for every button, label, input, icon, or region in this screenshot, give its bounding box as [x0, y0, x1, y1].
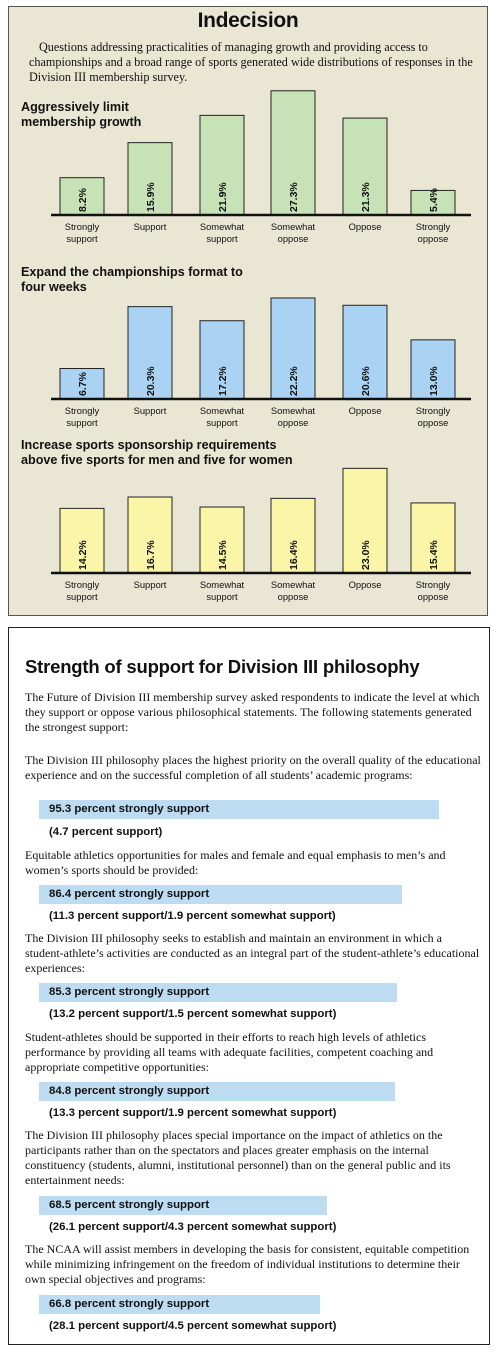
bar [410, 502, 456, 574]
category-label: support [66, 591, 98, 602]
category-label: oppose [418, 233, 449, 244]
bar-value-label: 14.2% [77, 540, 89, 570]
bar-value-label: 14.5% [217, 540, 229, 570]
bar-value-label: 15.9% [145, 182, 157, 212]
category-label: Support [134, 405, 167, 416]
bar-value-label: 17.2% [217, 366, 229, 396]
category-label: support [206, 417, 238, 428]
category-label: oppose [278, 591, 309, 602]
bar [199, 320, 245, 400]
statement-text: The Division III philosophy places speci… [25, 1128, 451, 1187]
panel-intro: Questions addressing practicalities of m… [29, 40, 473, 84]
category-label: support [206, 591, 238, 602]
philosophy-intro: The Future of Division III membership su… [25, 690, 480, 734]
support-breakdown: (13.2 percent support/1.5 percent somewh… [49, 1008, 337, 1020]
bar-value-label: 15.4% [428, 540, 440, 570]
bar-value-label: 20.6% [360, 366, 372, 396]
chart-title: membership growth [21, 115, 141, 129]
bar-value-label: 5.4% [428, 187, 440, 212]
chart-title: above five sports for men and five for w… [21, 453, 293, 467]
chart-title: four weeks [21, 280, 87, 294]
category-label: support [206, 233, 238, 244]
indecision-panel: Indecision Questions addressing practica… [8, 6, 488, 616]
bar [127, 496, 173, 574]
philosophy-support-panel: Strength of support for Division III phi… [8, 627, 490, 1345]
category-label: Somewhat [271, 405, 316, 416]
category-label: Strongly [65, 221, 100, 232]
bar-value-label: 27.3% [288, 182, 300, 212]
category-label: Oppose [349, 221, 382, 232]
bar [127, 142, 173, 216]
statement-text: Equitable athletics opportunities for ma… [25, 848, 446, 877]
support-bar: 68.5 percent strongly support [39, 1196, 327, 1215]
category-label: oppose [278, 233, 309, 244]
bar-value-label: 13.0% [428, 366, 440, 396]
category-label: oppose [418, 591, 449, 602]
bar-value-label: 23.0% [360, 540, 372, 570]
support-breakdown: (26.1 percent support/4.3 percent somewh… [49, 1221, 337, 1233]
category-label: Oppose [349, 405, 382, 416]
support-bar: 95.3 percent strongly support [39, 800, 440, 819]
category-label: support [66, 417, 98, 428]
category-label: Support [134, 221, 167, 232]
bar [127, 306, 173, 400]
statement-text: Student-athletes should be supported in … [25, 1030, 434, 1074]
category-label: Strongly [416, 405, 451, 416]
statement-text: The Division III philosophy places the h… [25, 753, 481, 782]
category-label: Somewhat [271, 221, 316, 232]
category-label: Oppose [349, 579, 382, 590]
category-label: Strongly [416, 579, 451, 590]
bar-value-label: 6.7% [77, 371, 89, 396]
category-label: Strongly [65, 405, 100, 416]
bar [199, 506, 245, 574]
category-label: support [66, 233, 98, 244]
bar-value-label: 21.3% [360, 182, 372, 212]
bar-value-label: 16.4% [288, 540, 300, 570]
bar-value-label: 20.3% [145, 366, 157, 396]
bar [270, 297, 316, 400]
bar-value-label: 16.7% [145, 540, 157, 570]
category-label: Somewhat [200, 405, 245, 416]
support-bar: 86.4 percent strongly support [39, 885, 402, 904]
category-label: Somewhat [200, 579, 245, 590]
bar-value-label: 8.2% [77, 187, 89, 212]
bar [410, 189, 456, 216]
bar [410, 339, 456, 400]
bar [342, 304, 388, 400]
bar [342, 467, 388, 574]
chart-title: Increase sports sponsorship requirements [21, 438, 276, 452]
philosophy-title: Strength of support for Division III phi… [25, 656, 420, 677]
statement-text: The NCAA will assist members in developi… [25, 1242, 470, 1286]
category-label: oppose [278, 417, 309, 428]
support-breakdown: (11.3 percent support/1.9 percent somewh… [49, 910, 336, 922]
support-breakdown: (4.7 percent support) [49, 826, 163, 838]
category-label: Support [134, 579, 167, 590]
bar [59, 177, 105, 216]
category-label: Strongly [65, 579, 100, 590]
category-label: Somewhat [200, 221, 245, 232]
bar [270, 90, 316, 216]
statement-text: The Division III philosophy seeks to est… [25, 931, 480, 975]
support-bar: 66.8 percent strongly support [39, 1295, 320, 1314]
category-label: oppose [418, 417, 449, 428]
bar [342, 117, 388, 216]
category-label: Strongly [416, 221, 451, 232]
chart-title: Aggressively limit [21, 100, 130, 114]
support-bar: 85.3 percent strongly support [39, 983, 398, 1002]
panel-title: Indecision [197, 9, 299, 32]
chart-title: Expand the championships format to [21, 265, 243, 279]
category-label: Somewhat [271, 579, 316, 590]
bar-value-label: 21.9% [217, 182, 229, 212]
bar [199, 114, 245, 216]
bar-value-label: 22.2% [288, 366, 300, 396]
support-bar: 84.8 percent strongly support [39, 1082, 396, 1101]
bar [270, 497, 316, 574]
support-breakdown: (28.1 percent support/4.5 percent somewh… [49, 1320, 337, 1332]
support-breakdown: (13.3 percent support/1.9 percent somewh… [49, 1107, 337, 1119]
